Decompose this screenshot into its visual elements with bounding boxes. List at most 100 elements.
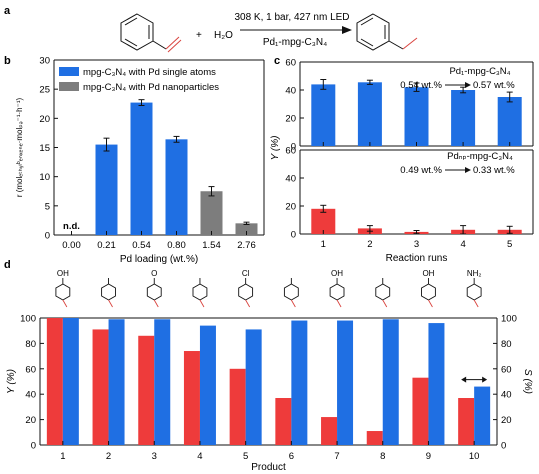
long-right-arrow-icon <box>445 82 471 88</box>
long-right-arrow-icon <box>445 167 471 173</box>
d-bar-yield <box>458 398 475 445</box>
product-ring <box>192 283 208 301</box>
d-x-tick-label: 6 <box>289 451 294 462</box>
b-y-tick-label: 15 <box>39 143 50 154</box>
product-ethyl-group <box>199 299 205 308</box>
b-annotation-nd: n.d. <box>63 221 80 232</box>
product-substituent-label: NH₂ <box>467 269 482 278</box>
product-ethyl-group <box>290 299 296 308</box>
c-top-bar <box>311 84 336 146</box>
c-top-bar <box>357 82 382 146</box>
d-x-tick-label: 2 <box>106 451 111 462</box>
d-bar-yield <box>183 351 200 445</box>
product-ethyl-group <box>245 299 251 308</box>
d-bar-selectivity <box>428 323 445 445</box>
d-y-tick-label: 20 <box>25 415 36 426</box>
c-bottom-x-axis-label: Reaction runs <box>386 253 448 264</box>
d-y2-tick-label: 40 <box>501 390 512 401</box>
d-bar-yield <box>366 431 383 445</box>
d-y2-axis-label: S (%) <box>522 369 533 394</box>
product-ethyl-group <box>382 299 388 308</box>
panel-b-legend: mpg-C₃N₄ with Pd single atoms mpg-C₃N₄ w… <box>59 67 219 93</box>
product-ring <box>466 283 482 301</box>
b-y-tick-label: 5 <box>45 201 50 212</box>
panel-c-plot: 0 20 40 60 Y (%) 0 20 40 60 1 2 3 4 5 Reaction runs <box>270 58 534 264</box>
c-top-y-axis-label: Y (%) <box>270 136 281 161</box>
d-x-tick-label: 5 <box>243 451 248 462</box>
d-bar-selectivity <box>199 325 216 445</box>
product-substituent-label: OH <box>422 269 434 278</box>
c-top-y-tick-label: 40 <box>285 86 296 97</box>
legend-label-single-atoms: mpg-C₃N₄ with Pd single atoms <box>83 67 216 78</box>
product-structures: OH O Cl OH OH NH₂ <box>55 269 482 308</box>
right-arrow-head-icon <box>482 376 488 383</box>
top-loading-after: 0.57 wt.% <box>473 80 515 91</box>
bottom-loading-after: 0.33 wt.% <box>473 165 515 176</box>
product-ring <box>101 283 116 301</box>
left-arrow-head-icon <box>461 376 467 383</box>
d-x-tick-label: 9 <box>426 451 431 462</box>
panel-a-label: a <box>4 5 11 17</box>
product-ring <box>238 283 254 301</box>
d-x-tick-label: 1 <box>60 451 65 462</box>
panel-c-label: c <box>274 55 280 67</box>
c-top-y-tick-label: 60 <box>285 58 296 69</box>
c-bottom-y-tick-label: 60 <box>285 146 296 157</box>
d-y2-tick-label: 80 <box>501 339 512 350</box>
product-ring <box>375 283 391 301</box>
b-y-tick-label: 20 <box>39 114 50 125</box>
d-bar-yield <box>46 318 63 445</box>
bottom-loading-before: 0.49 wt.% <box>400 165 442 176</box>
panel-d-plot: 0 0 20 20 40 40 60 60 80 80 100 100 1 2 3 4 5 6 7 8 9 10 Produ… <box>6 314 533 474</box>
d-bar-yield <box>321 417 338 445</box>
d-bar-selectivity <box>382 319 399 445</box>
d-bar-yield <box>229 368 246 445</box>
panel-d: d OH O Cl OH OH NH₂ 0 0 20 20 40 40 60 60 80 80 100 100 1… <box>4 259 533 473</box>
product-substituent-label: OH <box>57 269 69 278</box>
catalyst-name: Pd₁-mpg-C₃N₄ <box>263 37 327 48</box>
panel-b-label: b <box>4 55 11 67</box>
c-bottom-y-tick-label: 20 <box>285 202 296 213</box>
product-ethyl-group <box>153 299 159 308</box>
b-bar <box>95 144 118 235</box>
b-bar <box>235 223 258 235</box>
product-substituent-label: O <box>151 269 157 278</box>
b-y-tick-label: 30 <box>39 56 50 67</box>
d-bar-selectivity <box>245 329 262 445</box>
b-x-tick-label: 1.54 <box>202 240 221 251</box>
d-y2-tick-label: 0 <box>501 441 506 452</box>
bottom-catalyst-label: Pdₙₚ-mpg-C₃N₄ <box>447 151 513 162</box>
c-bottom-x-tick-label: 1 <box>321 239 326 250</box>
d-y-tick-label: 100 <box>20 314 36 325</box>
b-x-tick-label: 2.76 <box>237 240 256 251</box>
d-x-tick-label: 4 <box>197 451 202 462</box>
c-top-bar <box>451 90 476 146</box>
product-ring <box>146 283 162 301</box>
top-loading-before: 0.54 wt.% <box>400 80 442 91</box>
b-y-axis-label: r (molₑₜₕᵧₗᵇₑₙₓₑₙₑ·molₚₔ⁻¹·h⁻¹) <box>15 97 24 197</box>
product-ring <box>329 283 345 301</box>
d-y-axis-label: Y (%) <box>6 369 17 394</box>
c-bottom-x-tick-label: 3 <box>414 239 419 250</box>
panel-d-label: d <box>4 259 11 271</box>
b-y-tick-label: 25 <box>39 85 50 96</box>
c-top-y-tick-label: 0 <box>291 142 296 153</box>
b-y-tick-label: 0 <box>45 231 50 242</box>
d-x-tick-label: 10 <box>469 451 480 462</box>
c-bottom-bar <box>311 208 336 234</box>
product-ethyl-group <box>336 299 342 308</box>
d-y-tick-label: 60 <box>25 364 36 375</box>
b-y-tick-label: 10 <box>39 172 50 183</box>
plus-sign: + <box>196 30 202 41</box>
d-y2-tick-label: 20 <box>501 415 512 426</box>
styrene-structure <box>120 13 182 53</box>
reaction-conditions: 308 K, 1 bar, 427 nm LED <box>234 12 349 23</box>
b-x-tick-label: 0.21 <box>97 240 116 251</box>
c-bottom-x-tick-label: 2 <box>367 239 372 250</box>
c-top-y-tick-label: 20 <box>285 114 296 125</box>
panel-b-plot: 0 5 10 15 20 25 30 0.00 0.21 0.54 0.80 1.54 2.76 n.d.… <box>15 56 265 265</box>
d-y2-tick-label: 100 <box>501 314 517 325</box>
product-ethyl-group <box>473 299 479 308</box>
d-y2-tick-label: 60 <box>501 364 512 375</box>
